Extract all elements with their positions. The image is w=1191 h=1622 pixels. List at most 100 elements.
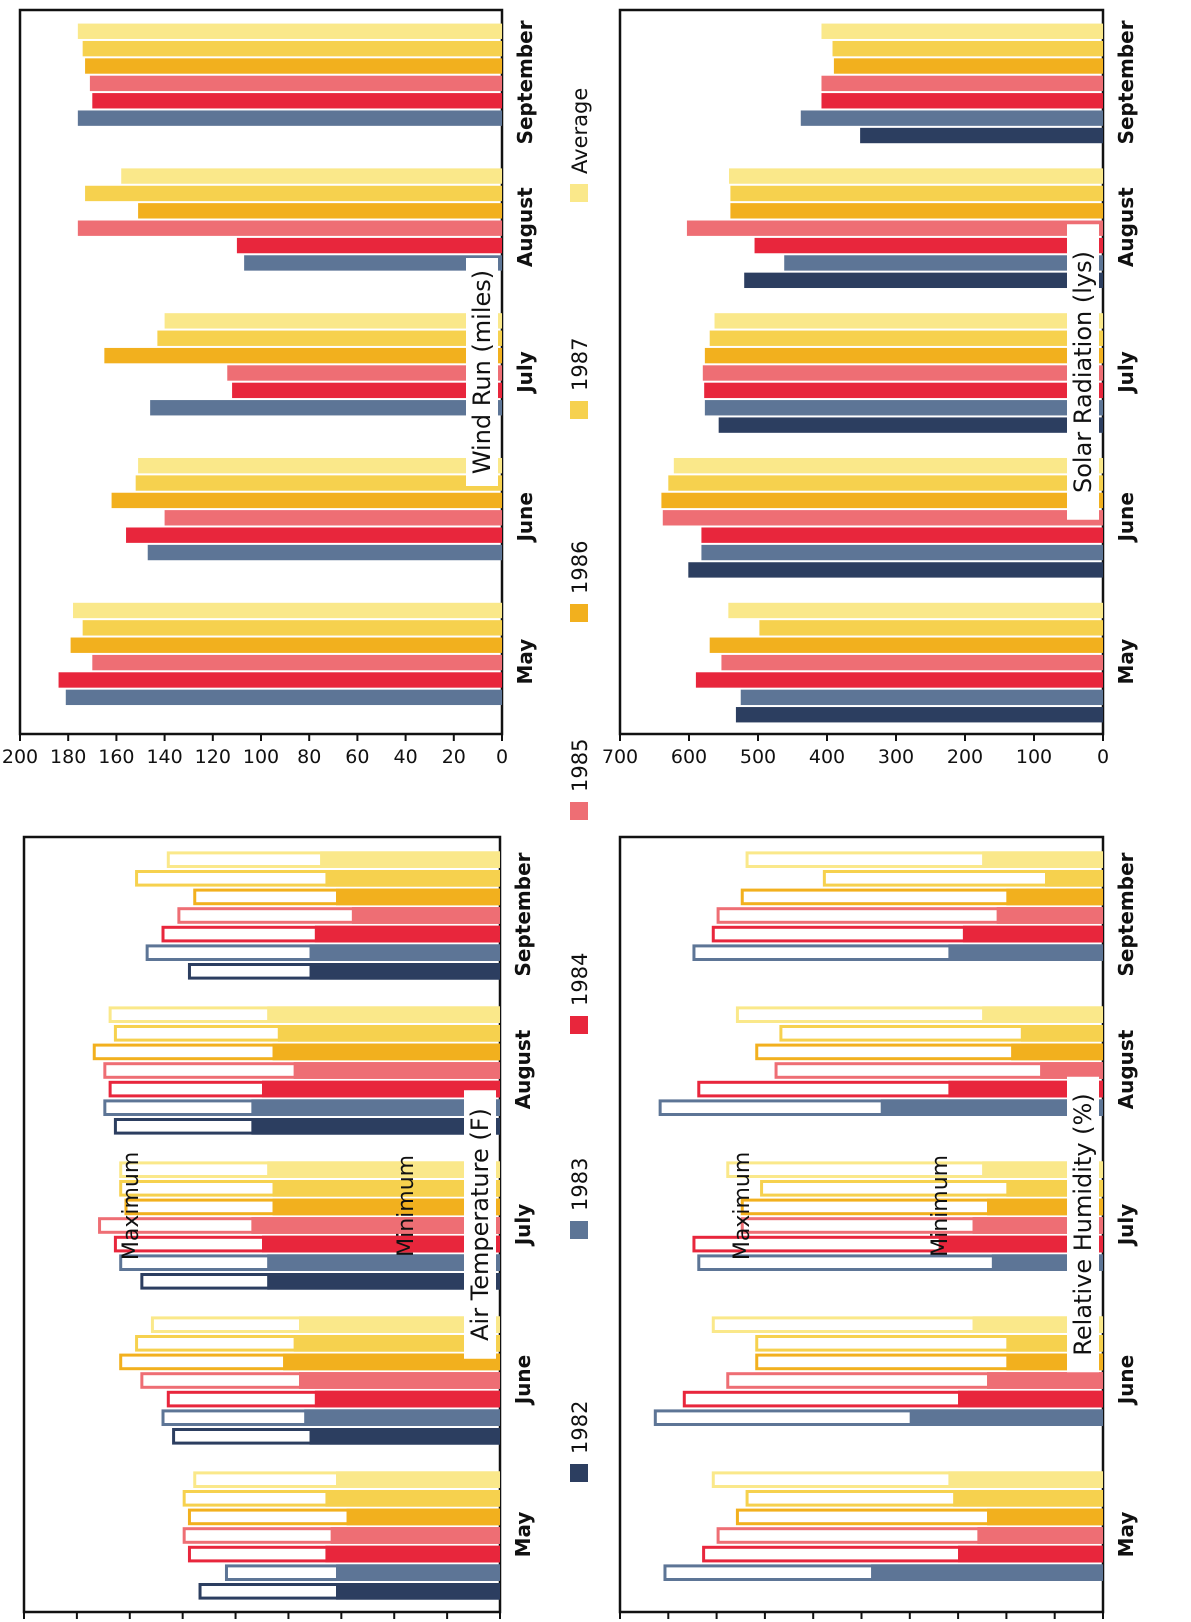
temp-min-fill-1987-august xyxy=(277,1024,500,1042)
rh-min-fill-1983-august xyxy=(880,1099,1103,1116)
solar-bar-1983-june xyxy=(701,544,1103,561)
solar-bar-1982-september xyxy=(860,127,1103,144)
temp-min-fill-1983-june xyxy=(304,1409,500,1426)
temp-min-fill-1982-september xyxy=(309,962,500,980)
rh-min-fill-1987-september xyxy=(1045,869,1104,887)
temp-min-fill-1986-september xyxy=(336,888,500,906)
temp-min-fill-1985-september xyxy=(351,907,500,924)
temp-min-fill-1984-august xyxy=(262,1080,500,1098)
wind-bar-1983-june xyxy=(147,544,502,561)
solar-bar-1984-july xyxy=(704,382,1103,399)
rh-x-label-june: June xyxy=(1114,1355,1138,1406)
solar-bar-1982-july xyxy=(718,417,1103,433)
wind-bar-1987-june xyxy=(135,475,502,491)
wind-bar-1984-july xyxy=(232,382,503,399)
temp-title-box xyxy=(464,1090,496,1359)
rh-title-box xyxy=(1067,1076,1099,1373)
temp-min-fill-1984-july xyxy=(262,1235,500,1253)
temp-x-label-may: May xyxy=(511,1512,535,1558)
temp-min-fill-1983-september xyxy=(309,944,500,961)
solar-y-tick-label: 400 xyxy=(809,746,845,768)
rh-x-label-may: May xyxy=(1114,1512,1138,1558)
wind-x-label-august: August xyxy=(513,187,537,267)
temp-annotation-minimum: Minimum xyxy=(394,1155,419,1257)
rh-min-fill-1987-august xyxy=(1020,1024,1104,1042)
wind-bar-average-september xyxy=(77,23,502,39)
temp-min-fill-1985-august xyxy=(293,1062,500,1079)
legend-label-1983: 1983 xyxy=(568,1158,592,1211)
wind-y-tick-label: 0 xyxy=(496,746,508,768)
rh-annotation-maximum: Maximum xyxy=(730,1152,755,1260)
legend-swatch-1982 xyxy=(570,1464,588,1482)
legend-label-1986: 1986 xyxy=(568,541,592,594)
temp-min-fill-1987-may xyxy=(325,1489,501,1507)
temp-min-fill-1985-june xyxy=(299,1372,500,1389)
wind-x-label-may: May xyxy=(513,639,537,685)
wind-bar-1987-july xyxy=(157,330,502,346)
temp-min-fill-1982-august xyxy=(251,1118,500,1135)
solar-title-box xyxy=(1067,224,1099,520)
rh-min-fill-1983-may xyxy=(871,1564,1103,1581)
wind-y-tick-label: 60 xyxy=(345,746,369,768)
solar-y-tick-label: 100 xyxy=(1016,746,1052,768)
wind-y-tick-label: 120 xyxy=(195,746,231,768)
rh-min-fill-1985-september xyxy=(996,907,1103,924)
solar-bar-1987-may xyxy=(759,620,1103,636)
solar-y-tick-label: 600 xyxy=(671,746,707,768)
solar-bar-average-september xyxy=(821,23,1103,39)
wind-y-tick-label: 200 xyxy=(2,746,38,768)
solar-bar-1984-september xyxy=(821,93,1103,109)
temp-min-fill-average-july xyxy=(267,1161,500,1178)
rh-annotation-minimum: Minimum xyxy=(928,1155,953,1257)
wind-bar-1986-june xyxy=(111,492,503,509)
wind-bar-1984-june xyxy=(126,527,502,543)
wind-bar-1986-july xyxy=(104,347,502,364)
rh-x-label-august: August xyxy=(1114,1029,1138,1109)
wind-bar-1986-may xyxy=(70,637,503,653)
temp-title: Air Temperature (F) xyxy=(466,1108,494,1341)
temp-x-label-july: July xyxy=(511,1204,535,1248)
rh-min-fill-1985-june xyxy=(987,1372,1104,1389)
solar-bar-1986-may xyxy=(709,637,1103,653)
legend-label-1984: 1984 xyxy=(568,953,592,1006)
solar-bar-1982-may xyxy=(735,707,1103,723)
rh-min-fill-average-may xyxy=(948,1471,1103,1488)
wind-y-tick-label: 140 xyxy=(146,746,182,768)
wind-bar-average-june xyxy=(138,457,502,474)
solar-y-tick-label: 700 xyxy=(602,746,638,768)
wind-bar-1984-august xyxy=(236,237,502,254)
rh-x-label-september: September xyxy=(1114,852,1138,976)
legend-label-average: Average xyxy=(568,88,592,174)
wind-bar-1984-may xyxy=(58,672,503,688)
rh-min-fill-average-august xyxy=(982,1006,1103,1023)
wind-bar-1985-august xyxy=(77,220,502,236)
temp-min-fill-1984-september xyxy=(314,925,500,943)
rh-min-fill-1984-september xyxy=(962,925,1103,943)
temp-min-fill-1987-june xyxy=(293,1335,500,1352)
rh-min-fill-1986-august xyxy=(1011,1043,1103,1061)
wind-bar-1986-september xyxy=(85,58,502,74)
solar-x-label-may: May xyxy=(1114,639,1138,685)
solar-x-label-august: August xyxy=(1114,187,1138,267)
legend-swatch-1983 xyxy=(570,1221,588,1239)
wind-y-tick-label: 80 xyxy=(297,746,321,768)
legend-swatch-average xyxy=(570,184,588,202)
air-temperature-panel: 0102030405060708090MayJuneJulyAugustSept… xyxy=(22,835,535,1619)
solar-bar-1985-june xyxy=(662,510,1104,526)
solar-bar-1986-august xyxy=(730,203,1104,219)
solar-x-label-june: June xyxy=(1114,492,1138,543)
solar-bar-1984-june xyxy=(701,527,1103,543)
solar-bar-average-june xyxy=(673,457,1103,474)
temp-x-label-june: June xyxy=(511,1355,535,1406)
solar-bar-1986-july xyxy=(704,347,1103,364)
temp-min-fill-1986-july xyxy=(272,1198,501,1216)
wind-bar-1983-july xyxy=(150,400,502,416)
rh-min-fill-average-september xyxy=(982,851,1103,868)
wind-y-tick-label: 160 xyxy=(98,746,134,768)
solar-bar-1987-august xyxy=(730,185,1104,202)
solar-bar-1986-june xyxy=(661,492,1104,509)
solar-bar-average-july xyxy=(714,313,1104,329)
rh-min-fill-1986-september xyxy=(1006,888,1104,906)
rh-min-fill-1984-may xyxy=(958,1545,1103,1563)
